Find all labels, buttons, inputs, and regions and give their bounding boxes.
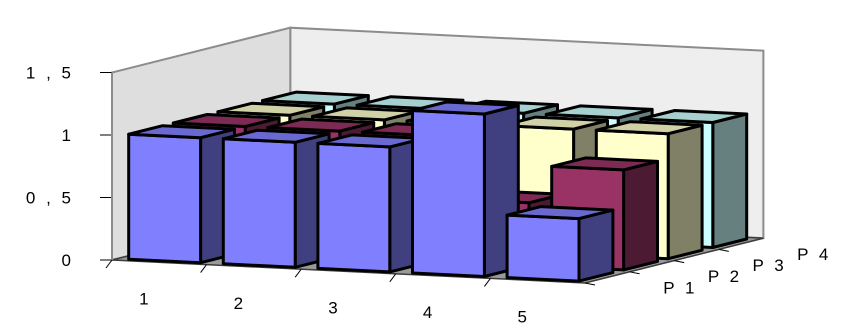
series-label: P 2: [708, 267, 742, 286]
bar-top: [266, 117, 376, 133]
bar-top: [127, 124, 236, 140]
bar-front: [411, 109, 486, 278]
y-tick-label: 1: [62, 126, 74, 145]
x-tick-label: 2: [234, 294, 246, 313]
bar: [505, 205, 615, 283]
bar-top: [639, 109, 749, 124]
bar: [127, 124, 236, 265]
bar-top: [544, 104, 654, 120]
x-tick-mark: [294, 268, 302, 278]
x-tick-label: 5: [517, 308, 529, 323]
bar-top: [221, 128, 331, 144]
x-tick-label: 1: [139, 289, 151, 308]
x-tick-mark: [483, 278, 491, 287]
bar-side: [666, 123, 704, 261]
x-tick-label: 3: [328, 299, 340, 318]
bar-top: [550, 156, 659, 172]
bar-front: [221, 137, 297, 269]
bar-top: [505, 205, 615, 221]
series-tick-mark: [629, 271, 640, 275]
series-tick-mark: [718, 248, 729, 252]
bar-top: [171, 113, 281, 128]
bar-side: [711, 112, 749, 249]
x-tick-mark: [389, 273, 397, 283]
bar-side: [622, 159, 659, 272]
series-tick-mark: [674, 260, 685, 264]
x-tick-label: 4: [423, 303, 435, 322]
bar-top: [500, 115, 609, 131]
series-label: P 4: [797, 245, 831, 264]
bar-top: [411, 100, 520, 116]
bar-front: [505, 213, 581, 283]
y-tick-label: 0: [62, 251, 74, 270]
bar-front: [316, 141, 392, 274]
bar-side: [577, 208, 615, 283]
y-tick-label: 1 , 5: [26, 64, 74, 83]
bar-front: [127, 132, 203, 265]
x-tick-mark: [105, 259, 113, 269]
bars: [127, 90, 749, 283]
bar-top: [261, 90, 370, 106]
bar: [221, 128, 331, 269]
bar-top: [594, 120, 704, 136]
x-tick-mark: [200, 264, 208, 273]
bar: [411, 100, 520, 278]
bar: [316, 133, 426, 274]
series-label: P 1: [663, 278, 697, 297]
series-label: P 3: [753, 256, 787, 275]
axis-labels: 0 0 , 5 1 1 , 5 1 2 3 4 5 P 1 P 2 P 3 P 4: [26, 64, 831, 323]
bar-top: [216, 101, 326, 117]
series-tick-mark: [584, 282, 596, 286]
y-tick-label: 0 , 5: [26, 189, 74, 208]
